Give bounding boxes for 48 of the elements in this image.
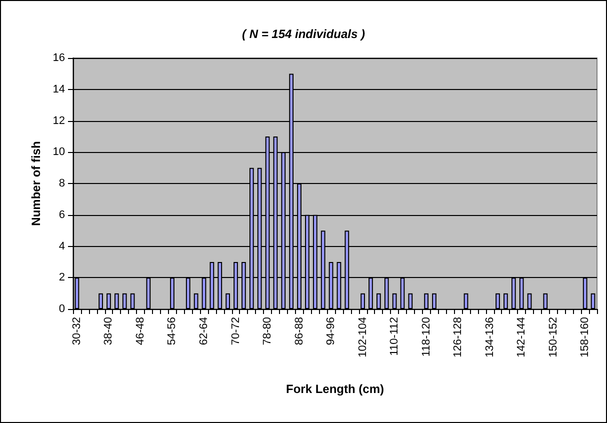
x-tick-label: 126-128 xyxy=(452,317,464,358)
x-tick-label: 38-40 xyxy=(102,317,115,346)
bar xyxy=(408,293,413,309)
x-tick-label: 158-160 xyxy=(579,317,592,358)
x-tick-label: 54-56 xyxy=(166,317,178,346)
bar xyxy=(504,293,508,309)
x-tick-label: 118-120 xyxy=(420,317,432,357)
bar xyxy=(194,293,198,309)
bar xyxy=(464,293,468,309)
x-tick-label: 30-32 xyxy=(70,317,83,346)
bar xyxy=(527,293,532,309)
x-tick-label: 62-64 xyxy=(198,317,210,346)
y-tick-label: 16 xyxy=(52,52,65,64)
y-tick-label: 4 xyxy=(58,240,65,252)
x-tick-label: 142-144 xyxy=(516,317,528,358)
bar xyxy=(130,293,135,309)
bar xyxy=(424,293,428,309)
y-tick-label: 0 xyxy=(58,303,65,315)
bar xyxy=(590,293,596,309)
bar xyxy=(98,293,103,309)
chart-title: ( N = 154 individuals ) xyxy=(242,27,366,41)
bar xyxy=(106,293,111,309)
bar xyxy=(376,293,381,309)
y-tick-label: 14 xyxy=(52,83,65,96)
x-tick-label: 86-88 xyxy=(293,317,306,346)
x-axis-title: Fork Length (cm) xyxy=(286,382,384,396)
bar xyxy=(432,293,436,309)
bar xyxy=(392,293,397,309)
x-tick-label: 46-48 xyxy=(134,317,146,346)
y-axis-title: Number of fish xyxy=(28,141,43,226)
y-tick-label: 2 xyxy=(58,272,65,284)
x-tick-label: 134-136 xyxy=(484,317,496,358)
bar xyxy=(543,293,548,309)
bar xyxy=(122,293,127,309)
bar xyxy=(496,293,500,309)
x-tick-label: 110-112 xyxy=(388,317,401,356)
x-tick-label: 94-96 xyxy=(325,317,338,346)
x-tick-label: 78-80 xyxy=(262,317,274,346)
y-tick-label: 12 xyxy=(52,114,65,127)
y-tick-label: 6 xyxy=(58,208,65,221)
x-tick-label: 70-72 xyxy=(230,317,242,346)
bar xyxy=(226,293,230,309)
y-tick-label: 10 xyxy=(52,146,65,158)
x-tick-label: 150-152 xyxy=(547,317,560,358)
bar xyxy=(114,293,119,309)
bar xyxy=(360,293,365,309)
x-tick-label: 102-104 xyxy=(356,317,369,358)
y-tick-label: 8 xyxy=(58,178,65,190)
